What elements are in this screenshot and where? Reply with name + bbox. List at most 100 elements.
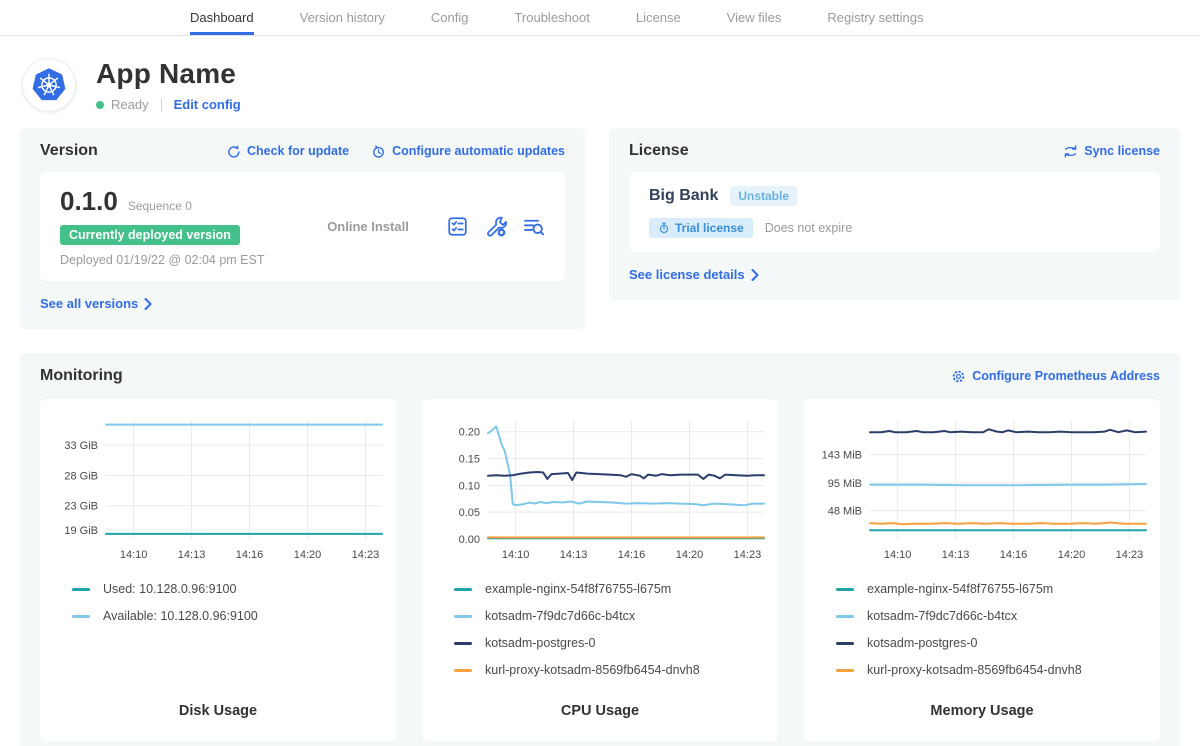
chevron-right-icon — [751, 269, 759, 281]
check-for-update-link[interactable]: Check for update — [226, 144, 349, 159]
svg-text:14:23: 14:23 — [734, 549, 762, 561]
tab-version-history[interactable]: Version history — [300, 0, 385, 35]
svg-text:14:10: 14:10 — [120, 549, 148, 561]
page-title: App Name — [96, 58, 241, 90]
kubernetes-logo-icon — [22, 58, 76, 112]
tab-registry-settings[interactable]: Registry settings — [827, 0, 923, 35]
see-all-versions-link[interactable]: See all versions — [40, 296, 152, 311]
install-type-label: Online Install — [290, 219, 446, 234]
monitoring-title: Monitoring — [40, 367, 123, 385]
legend-swatch — [454, 669, 472, 672]
preflight-checks-icon[interactable] — [446, 215, 469, 238]
cpu-usage-title: CPU Usage — [430, 703, 770, 727]
legend-label: example-nginx-54f8f76755-l675m — [867, 582, 1053, 596]
svg-text:14:16: 14:16 — [618, 549, 646, 561]
svg-text:14:10: 14:10 — [502, 549, 530, 561]
svg-text:23 GiB: 23 GiB — [64, 501, 98, 513]
tab-troubleshoot[interactable]: Troubleshoot — [514, 0, 589, 35]
svg-text:14:20: 14:20 — [1058, 549, 1086, 561]
svg-text:14:13: 14:13 — [942, 549, 970, 561]
sync-icon — [1063, 144, 1078, 159]
tab-license[interactable]: License — [636, 0, 681, 35]
schedule-icon — [371, 144, 386, 159]
sync-license-link[interactable]: Sync license — [1063, 144, 1160, 159]
legend-item: kurl-proxy-kotsadm-8569fb6454-dnvh8 — [454, 663, 760, 677]
charts-row: 19 GiB23 GiB28 GiB33 GiB14:1014:1314:161… — [40, 399, 1160, 741]
legend-item: kurl-proxy-kotsadm-8569fb6454-dnvh8 — [836, 663, 1142, 677]
gear-icon — [951, 369, 966, 384]
disk-usage-chart: 19 GiB23 GiB28 GiB33 GiB14:1014:1314:161… — [48, 413, 388, 565]
license-name: Big Bank — [649, 187, 718, 205]
see-license-details-link[interactable]: See license details — [629, 267, 759, 282]
license-panel: License Sync license Big Bank Unstable — [609, 128, 1180, 300]
svg-text:14:16: 14:16 — [236, 549, 264, 561]
legend-item: kotsadm-7f9dc7d66c-b4tcx — [836, 609, 1142, 623]
svg-text:14:20: 14:20 — [676, 549, 704, 561]
memory-usage-chart: 48 MiB95 MiB143 MiB14:1014:1314:1614:201… — [812, 413, 1152, 565]
svg-text:0.15: 0.15 — [459, 454, 480, 466]
legend-swatch — [836, 642, 854, 645]
channel-badge: Unstable — [730, 186, 797, 206]
legend-item: kotsadm-postgres-0 — [454, 636, 760, 650]
svg-text:14:13: 14:13 — [178, 549, 206, 561]
refresh-icon — [226, 144, 241, 159]
legend-label: kurl-proxy-kotsadm-8569fb6454-dnvh8 — [867, 663, 1082, 677]
app-status: Ready — [111, 97, 149, 112]
svg-text:14:10: 14:10 — [884, 549, 912, 561]
configure-automatic-updates-link[interactable]: Configure automatic updates — [371, 144, 565, 159]
monitoring-panel: Monitoring Configure Prometheus Address … — [20, 353, 1180, 746]
tab-dashboard[interactable]: Dashboard — [190, 0, 254, 35]
legend-item: kotsadm-7f9dc7d66c-b4tcx — [454, 609, 760, 623]
legend-item: Used: 10.128.0.96:9100 — [72, 582, 378, 596]
svg-text:0.20: 0.20 — [459, 427, 480, 439]
svg-text:0.10: 0.10 — [459, 480, 480, 492]
legend-item: example-nginx-54f8f76755-l675m — [836, 582, 1142, 596]
version-panel: Version Check for update — [20, 128, 585, 329]
stopwatch-icon — [658, 222, 670, 234]
legend-label: kurl-proxy-kotsadm-8569fb6454-dnvh8 — [485, 663, 700, 677]
svg-text:14:23: 14:23 — [1116, 549, 1144, 561]
license-expiry: Does not expire — [765, 221, 853, 235]
version-panel-title: Version — [40, 142, 98, 160]
legend-swatch — [836, 615, 854, 618]
legend-label: kotsadm-postgres-0 — [867, 636, 977, 650]
configure-prometheus-link[interactable]: Configure Prometheus Address — [951, 369, 1160, 384]
legend-label: kotsadm-7f9dc7d66c-b4tcx — [867, 609, 1017, 623]
tab-config[interactable]: Config — [431, 0, 469, 35]
chevron-right-icon — [144, 298, 152, 310]
legend-swatch — [454, 642, 472, 645]
status-dot — [96, 101, 104, 109]
svg-text:14:23: 14:23 — [352, 549, 380, 561]
svg-text:0.05: 0.05 — [459, 507, 480, 519]
current-version-card: 0.1.0 Sequence 0 Currently deployed vers… — [40, 172, 565, 281]
configure-icon[interactable] — [484, 215, 507, 238]
legend-swatch — [72, 588, 90, 591]
deployed-badge: Currently deployed version — [60, 225, 240, 245]
svg-text:14:20: 14:20 — [294, 549, 322, 561]
cpu-usage-chart: 0.00 0.05 0.10 0.15 0.20 14:10 14:13 14:16 14:20… — [430, 413, 770, 565]
view-logs-icon[interactable] — [522, 215, 545, 238]
legend-swatch — [72, 615, 90, 618]
svg-text:14:13: 14:13 — [560, 549, 588, 561]
legend-label: example-nginx-54f8f76755-l675m — [485, 582, 671, 596]
legend-swatch — [836, 669, 854, 672]
svg-text:95 MiB: 95 MiB — [828, 478, 862, 490]
memory-usage-title: Memory Usage — [812, 703, 1152, 727]
divider — [161, 98, 162, 112]
cpu-usage-card: 0.00 0.05 0.10 0.15 0.20 14:10 14:13 14:16 14:20… — [422, 399, 778, 741]
svg-text:143 MiB: 143 MiB — [822, 450, 862, 462]
svg-text:0.00: 0.00 — [459, 534, 480, 546]
legend-swatch — [454, 615, 472, 618]
cards-row: Version Check for update — [0, 128, 1200, 329]
memory-usage-card: 48 MiB95 MiB143 MiB14:1014:1314:1614:201… — [804, 399, 1160, 741]
version-sequence: Sequence 0 — [128, 199, 192, 213]
svg-text:33 GiB: 33 GiB — [64, 440, 98, 452]
legend-label: kotsadm-7f9dc7d66c-b4tcx — [485, 609, 635, 623]
cpu-usage-legend: example-nginx-54f8f76755-l675m kotsadm-7f… — [430, 565, 770, 677]
svg-text:48 MiB: 48 MiB — [828, 506, 862, 518]
legend-label: Used: 10.128.0.96:9100 — [103, 582, 236, 596]
tab-view-files[interactable]: View files — [727, 0, 782, 35]
edit-config-link[interactable]: Edit config — [174, 97, 241, 112]
legend-item: kotsadm-postgres-0 — [836, 636, 1142, 650]
app-header: App Name Ready Edit config — [0, 36, 1200, 128]
